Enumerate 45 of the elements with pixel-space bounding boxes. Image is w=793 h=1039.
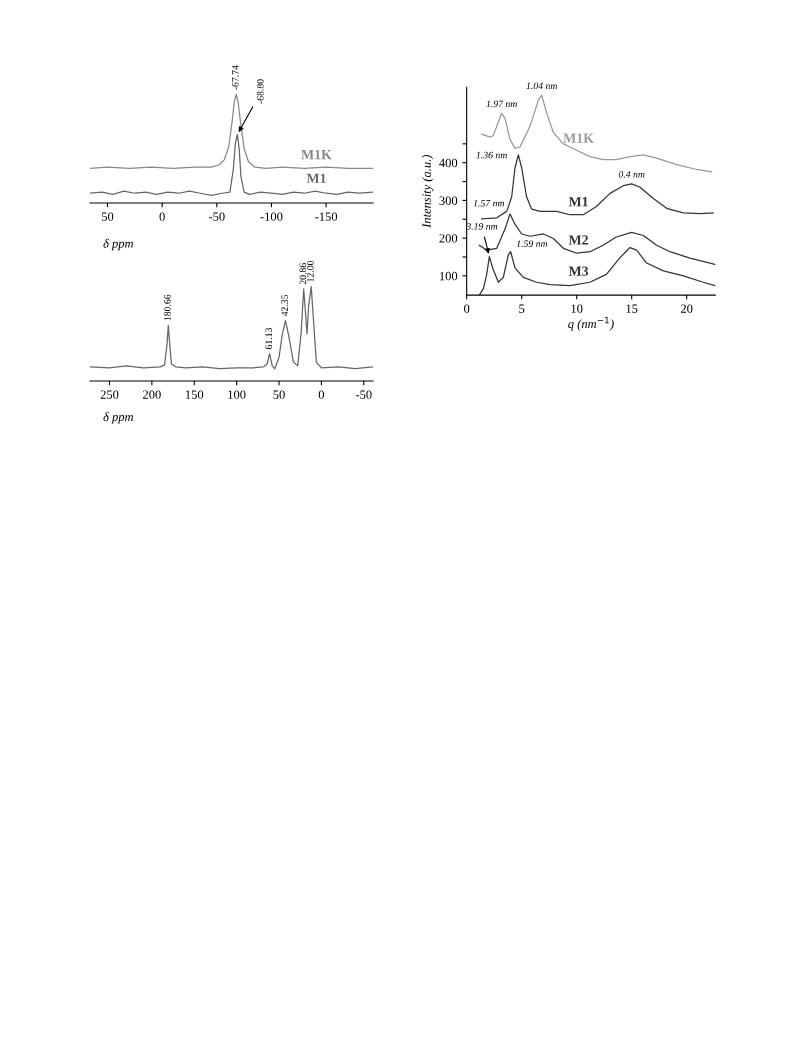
annotation: 61.13	[265, 327, 273, 350]
x-tick-label: 100	[228, 390, 246, 399]
annotation: 1.36 nm	[476, 151, 507, 159]
x-axis-title: q (nm$^{−1}$)	[568, 316, 614, 331]
annotation: -68.80	[257, 79, 264, 104]
x-tick-label: 0	[159, 212, 165, 221]
x-tick-label: -100	[260, 212, 283, 221]
annotation: 20.86	[299, 263, 307, 285]
x-axis-title: δ ppm	[103, 238, 134, 251]
y-axis-title: Intensity (a.u.)	[421, 154, 434, 228]
series-label: M1	[306, 173, 326, 183]
annotation: 1.59 nm	[516, 240, 548, 247]
y-tick-label: 200	[439, 234, 458, 243]
series-label: M2	[568, 235, 588, 245]
y-tick-label: 300	[439, 196, 458, 205]
x-tick-label: 20	[680, 304, 693, 313]
annotation: 0.4 nm	[618, 171, 645, 178]
annotation: 12.00	[307, 260, 314, 282]
y-tick-label: 400	[439, 158, 458, 168]
x-tick-label: -150	[315, 212, 338, 221]
x-tick-label: 15	[626, 304, 638, 313]
line-series	[478, 246, 716, 296]
annotation: 180.66	[164, 294, 171, 321]
x-tick-label: -50	[208, 212, 225, 221]
annotation: 42.35	[281, 294, 288, 317]
x-tick-label: 0	[464, 304, 470, 313]
x-tick-label: 250	[100, 390, 119, 399]
annotation: 1.04 nm	[526, 82, 557, 90]
x-tick-label: 5	[519, 304, 525, 313]
series-label: M3	[568, 266, 589, 276]
x-tick-label: 50	[101, 212, 114, 221]
annotation: 1.57 nm	[473, 199, 505, 207]
x-tick-label: 200	[143, 390, 161, 399]
x-tick-label: -50	[355, 390, 372, 399]
annotation: -67.74	[232, 65, 239, 90]
x-tick-label: 50	[273, 390, 285, 399]
x-axis-title: δ ppm	[103, 412, 134, 424]
x-tick-label: 150	[185, 390, 204, 399]
series-label: M1K	[563, 133, 594, 143]
y-tick-label: 100	[440, 271, 458, 281]
series-label: M1K	[301, 149, 332, 160]
x-tick-label: 0	[318, 390, 325, 399]
series-label: M1	[568, 197, 588, 207]
annotation: 1.97 nm	[486, 100, 517, 108]
x-tick-label: 10	[571, 304, 583, 313]
